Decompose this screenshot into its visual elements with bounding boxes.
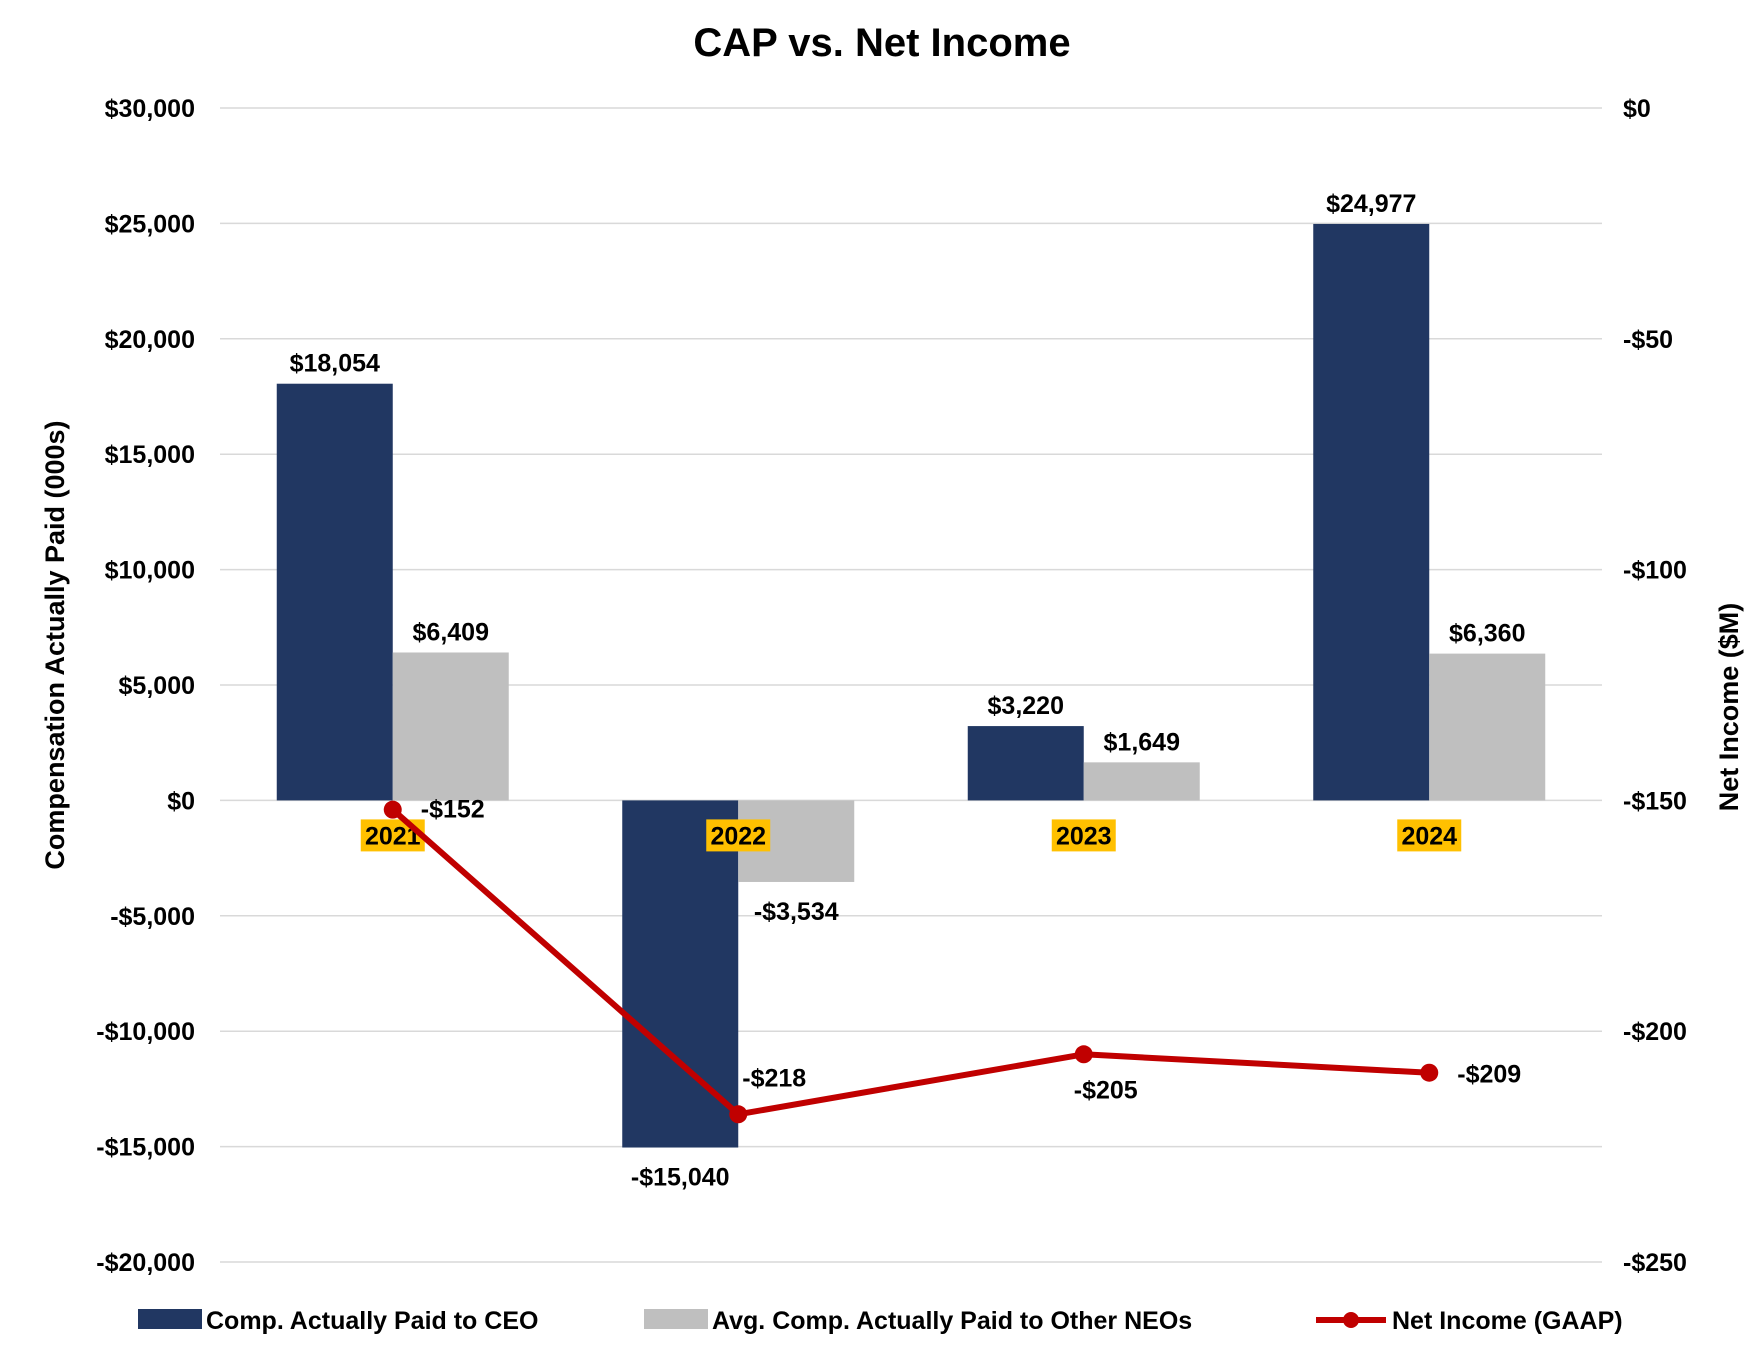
y-tick-label: $15,000 [105,441,195,469]
bar-data-label: $1,649 [1104,728,1180,756]
y-axis-title: Compensation Actually Paid (000s) [40,420,70,869]
y2-tick-label: -$200 [1623,1018,1687,1046]
y-tick-label: $5,000 [119,672,195,700]
bar-data-label: -$15,040 [631,1164,730,1192]
y-tick-label: $10,000 [105,557,195,585]
legend-marker [1343,1312,1359,1328]
line-data-label: -$152 [421,796,485,824]
category-label-highlight [1397,819,1462,852]
bar-data-label: -$3,534 [754,898,839,926]
bar-ceo-2024 [1313,223,1430,801]
y2-tick-label: -$100 [1623,557,1687,585]
legend-label: Avg. Comp. Actually Paid to Other NEOs [712,1307,1192,1335]
y-tick-label: $20,000 [105,326,195,354]
y-tick-label: -$15,000 [96,1134,195,1162]
chart-title: CAP vs. Net Income [693,21,1070,65]
y-tick-label: $30,000 [105,95,195,123]
bar-ceo-2023 [967,726,1084,801]
bar-data-label: $24,977 [1326,190,1416,218]
net-income-line [390,807,1430,1118]
legend-swatch [138,1309,202,1329]
bar-ceo-2022 [622,800,739,1148]
y-tick-label: -$5,000 [110,903,195,931]
y-tick-label: $25,000 [105,210,195,238]
y2-tick-label: -$50 [1623,326,1673,354]
bar-neo-2024 [1429,653,1546,801]
category-label: 2023 [1056,822,1112,850]
bar-data-label: $3,220 [988,692,1064,720]
y2-tick-label: -$250 [1623,1249,1687,1277]
category-label: 2024 [1401,822,1457,850]
net-income-point-2023 [1074,1045,1093,1064]
legend: Comp. Actually Paid to CEO Avg. Comp. Act… [138,1307,1623,1335]
category-label-highlight [706,819,771,852]
bar-data-label: $18,054 [290,350,380,378]
legend-label: Comp. Actually Paid to CEO [206,1307,538,1335]
net-income-point-2024 [1420,1063,1439,1082]
legend-label: Net Income (GAAP) [1392,1307,1623,1335]
y2-axis-title: Net Income ($M) [1714,603,1744,812]
category-label: 2022 [710,822,766,850]
y-tick-label: -$10,000 [96,1018,195,1046]
bar-ceo-2021 [276,383,393,801]
legend-swatch [644,1309,708,1329]
bar-neo-2023 [1083,762,1200,801]
bar-data-label: $6,360 [1449,620,1525,648]
category-label-highlight [1051,819,1116,852]
line-data-label: -$209 [1457,1061,1521,1089]
line-data-label: -$218 [742,1064,806,1092]
line-data-label: -$205 [1074,1076,1138,1104]
net-income-point-2022 [729,1105,748,1124]
y2-tick-label: -$150 [1623,787,1687,815]
bar-neo-2021 [392,652,509,801]
net-income-point-2021 [383,800,402,819]
y-tick-label: -$20,000 [96,1249,195,1277]
y2-tick-label: $0 [1623,95,1651,123]
bar-data-label: $6,409 [413,618,489,646]
y-tick-label: $0 [167,787,195,815]
